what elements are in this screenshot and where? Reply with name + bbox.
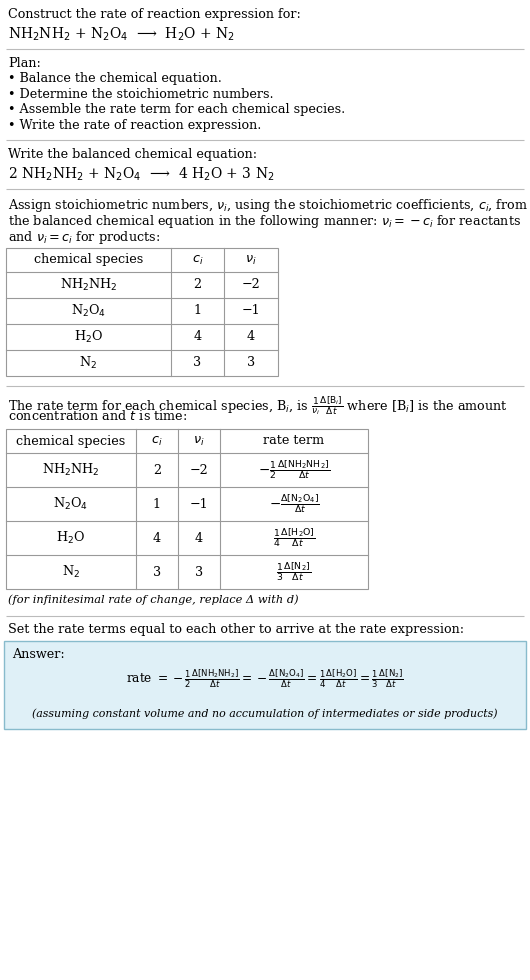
Text: $\nu_i$: $\nu_i$: [245, 254, 257, 267]
Text: $\frac{1}{3}\frac{\Delta[\mathrm{N_2}]}{\Delta t}$: $\frac{1}{3}\frac{\Delta[\mathrm{N_2}]}{…: [277, 561, 312, 583]
Text: $-\frac{\Delta[\mathrm{N_2O_4}]}{\Delta t}$: $-\frac{\Delta[\mathrm{N_2O_4}]}{\Delta …: [269, 493, 320, 515]
Text: 3: 3: [193, 357, 201, 369]
Bar: [4, 641, 526, 729]
Text: 1: 1: [193, 305, 201, 318]
Text: −1: −1: [190, 498, 208, 511]
Text: rate term: rate term: [263, 434, 324, 448]
Text: Answer:: Answer:: [12, 648, 65, 661]
Text: Plan:: Plan:: [8, 57, 41, 70]
Text: $-\frac{1}{2}\frac{\Delta[\mathrm{NH_2NH_2}]}{\Delta t}$: $-\frac{1}{2}\frac{\Delta[\mathrm{NH_2NH…: [258, 459, 330, 481]
Text: NH$_2$NH$_2$ + N$_2$O$_4$  ⟶  H$_2$O + N$_2$: NH$_2$NH$_2$ + N$_2$O$_4$ ⟶ H$_2$O + N$_…: [8, 25, 235, 43]
Text: H$_2$O: H$_2$O: [57, 530, 85, 546]
Text: NH$_2$NH$_2$: NH$_2$NH$_2$: [60, 277, 117, 293]
Text: −1: −1: [242, 305, 260, 318]
Text: (assuming constant volume and no accumulation of intermediates or side products): (assuming constant volume and no accumul…: [32, 709, 498, 719]
Text: N$_2$: N$_2$: [80, 355, 98, 371]
Text: concentration and $t$ is time:: concentration and $t$ is time:: [8, 410, 188, 423]
Text: • Determine the stoichiometric numbers.: • Determine the stoichiometric numbers.: [8, 88, 273, 101]
Text: • Balance the chemical equation.: • Balance the chemical equation.: [8, 73, 222, 85]
Text: 2: 2: [193, 278, 201, 291]
Text: rate $= -\frac{1}{2}\frac{\Delta[\mathrm{NH_2NH_2}]}{\Delta t} = -\frac{\Delta[\: rate $= -\frac{1}{2}\frac{\Delta[\mathrm…: [126, 667, 404, 690]
Text: and $\nu_i = c_i$ for products:: and $\nu_i = c_i$ for products:: [8, 228, 160, 246]
Text: $\nu_i$: $\nu_i$: [193, 434, 205, 448]
Text: N$_2$: N$_2$: [62, 564, 80, 580]
Text: N$_2$O$_4$: N$_2$O$_4$: [54, 496, 89, 512]
Text: $\frac{1}{4}\frac{\Delta[\mathrm{H_2O}]}{\Delta t}$: $\frac{1}{4}\frac{\Delta[\mathrm{H_2O}]}…: [273, 526, 315, 550]
Text: $c_i$: $c_i$: [151, 434, 163, 448]
Text: • Assemble the rate term for each chemical species.: • Assemble the rate term for each chemic…: [8, 104, 345, 117]
Text: 2 NH$_2$NH$_2$ + N$_2$O$_4$  ⟶  4 H$_2$O + 3 N$_2$: 2 NH$_2$NH$_2$ + N$_2$O$_4$ ⟶ 4 H$_2$O +…: [8, 166, 275, 183]
Text: The rate term for each chemical species, B$_i$, is $\frac{1}{\nu_i}\frac{\Delta[: The rate term for each chemical species,…: [8, 394, 508, 416]
Text: −2: −2: [242, 278, 260, 291]
Text: (for infinitesimal rate of change, replace Δ with d): (for infinitesimal rate of change, repla…: [8, 594, 298, 605]
Text: 4: 4: [193, 330, 201, 344]
Text: 4: 4: [247, 330, 255, 344]
Text: N$_2$O$_4$: N$_2$O$_4$: [71, 303, 106, 319]
Text: 1: 1: [153, 498, 161, 511]
Bar: [6, 248, 278, 376]
Text: H$_2$O: H$_2$O: [74, 329, 103, 345]
Text: Set the rate terms equal to each other to arrive at the rate expression:: Set the rate terms equal to each other t…: [8, 623, 464, 636]
Text: Construct the rate of reaction expression for:: Construct the rate of reaction expressio…: [8, 8, 301, 21]
Text: 3: 3: [195, 565, 203, 578]
Text: Assign stoichiometric numbers, $\nu_i$, using the stoichiometric coefficients, $: Assign stoichiometric numbers, $\nu_i$, …: [8, 198, 528, 215]
Text: chemical species: chemical species: [34, 254, 143, 267]
Text: Write the balanced chemical equation:: Write the balanced chemical equation:: [8, 149, 257, 162]
Text: chemical species: chemical species: [16, 434, 126, 448]
Bar: [6, 429, 368, 589]
Text: −2: −2: [190, 464, 208, 476]
Text: NH$_2$NH$_2$: NH$_2$NH$_2$: [42, 462, 100, 478]
Text: 2: 2: [153, 464, 161, 476]
Text: the balanced chemical equation in the following manner: $\nu_i = -c_i$ for react: the balanced chemical equation in the fo…: [8, 213, 521, 230]
Text: $c_i$: $c_i$: [192, 254, 203, 267]
Text: • Write the rate of reaction expression.: • Write the rate of reaction expression.: [8, 119, 261, 132]
Text: 3: 3: [247, 357, 255, 369]
Text: 3: 3: [153, 565, 161, 578]
Text: 4: 4: [153, 531, 161, 545]
Text: 4: 4: [195, 531, 203, 545]
